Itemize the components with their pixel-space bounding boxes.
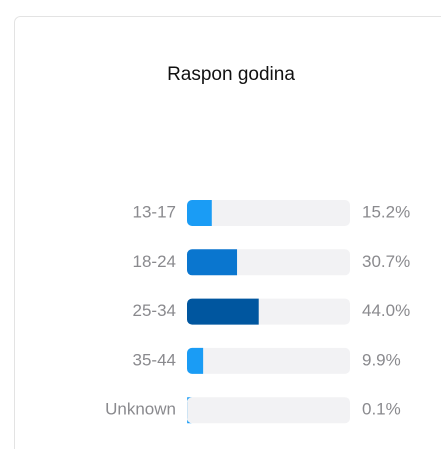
bar-track [187,397,350,424]
bar [187,249,238,276]
category-label: Unknown [105,400,176,419]
value-label: 44.0% [362,301,410,320]
bar-track [187,347,350,374]
value-label: 30.7% [362,252,410,271]
category-label: 35-44 [133,350,176,369]
value-label: 9.9% [362,350,401,369]
bar-track [187,200,350,226]
bar [187,298,259,325]
value-label: 15.2% [362,202,410,221]
category-label: 13-17 [133,202,176,221]
category-label: 25-34 [133,301,176,320]
chart-title: Raspon godina [167,64,295,85]
bar [187,347,204,374]
value-label: 0.1% [362,400,401,419]
category-label: 18-24 [133,252,176,271]
bar [187,397,192,424]
bar [187,200,212,226]
card [14,16,441,449]
